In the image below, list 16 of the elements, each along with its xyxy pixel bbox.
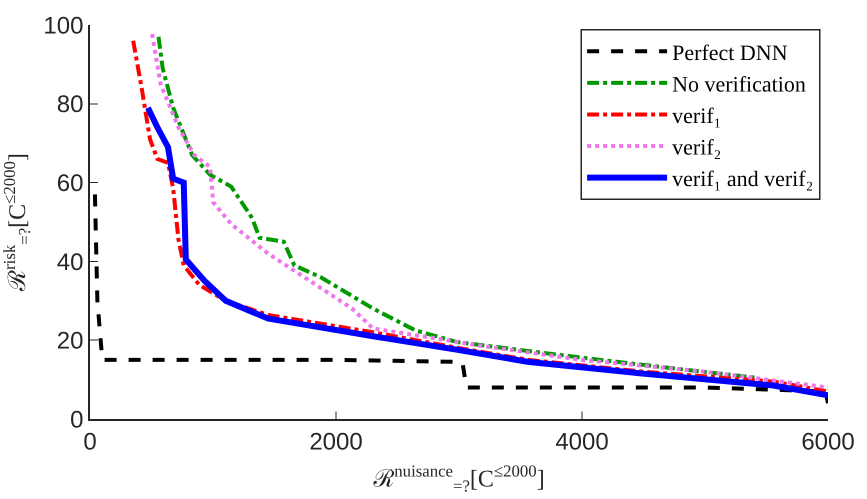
y-tick-label: 20: [56, 328, 84, 355]
line-series: [92, 192, 828, 406]
legend-label: verif₁: [672, 103, 722, 128]
y-tick-label: 60: [56, 170, 84, 197]
y-tick-label: 80: [56, 91, 84, 118]
x-tick-label: 2000: [309, 428, 363, 456]
legend-label: No verification: [672, 71, 806, 96]
legend-label: verif₂: [672, 134, 722, 160]
y-tick-label: 100: [43, 12, 84, 40]
legend-label: verif₁ and verif₂: [672, 166, 814, 192]
y-tick-label: 40: [56, 248, 84, 276]
legend-label: Perfect DNN: [672, 40, 788, 65]
x-tick-label: 6000: [801, 428, 855, 456]
y-tick-label: 0: [70, 406, 84, 434]
x-tick-label: 4000: [555, 428, 609, 456]
x-axis-title: ℛ$^{nuisance}$$_{=?}$[C$^{≤2000}$]: [372, 461, 545, 496]
